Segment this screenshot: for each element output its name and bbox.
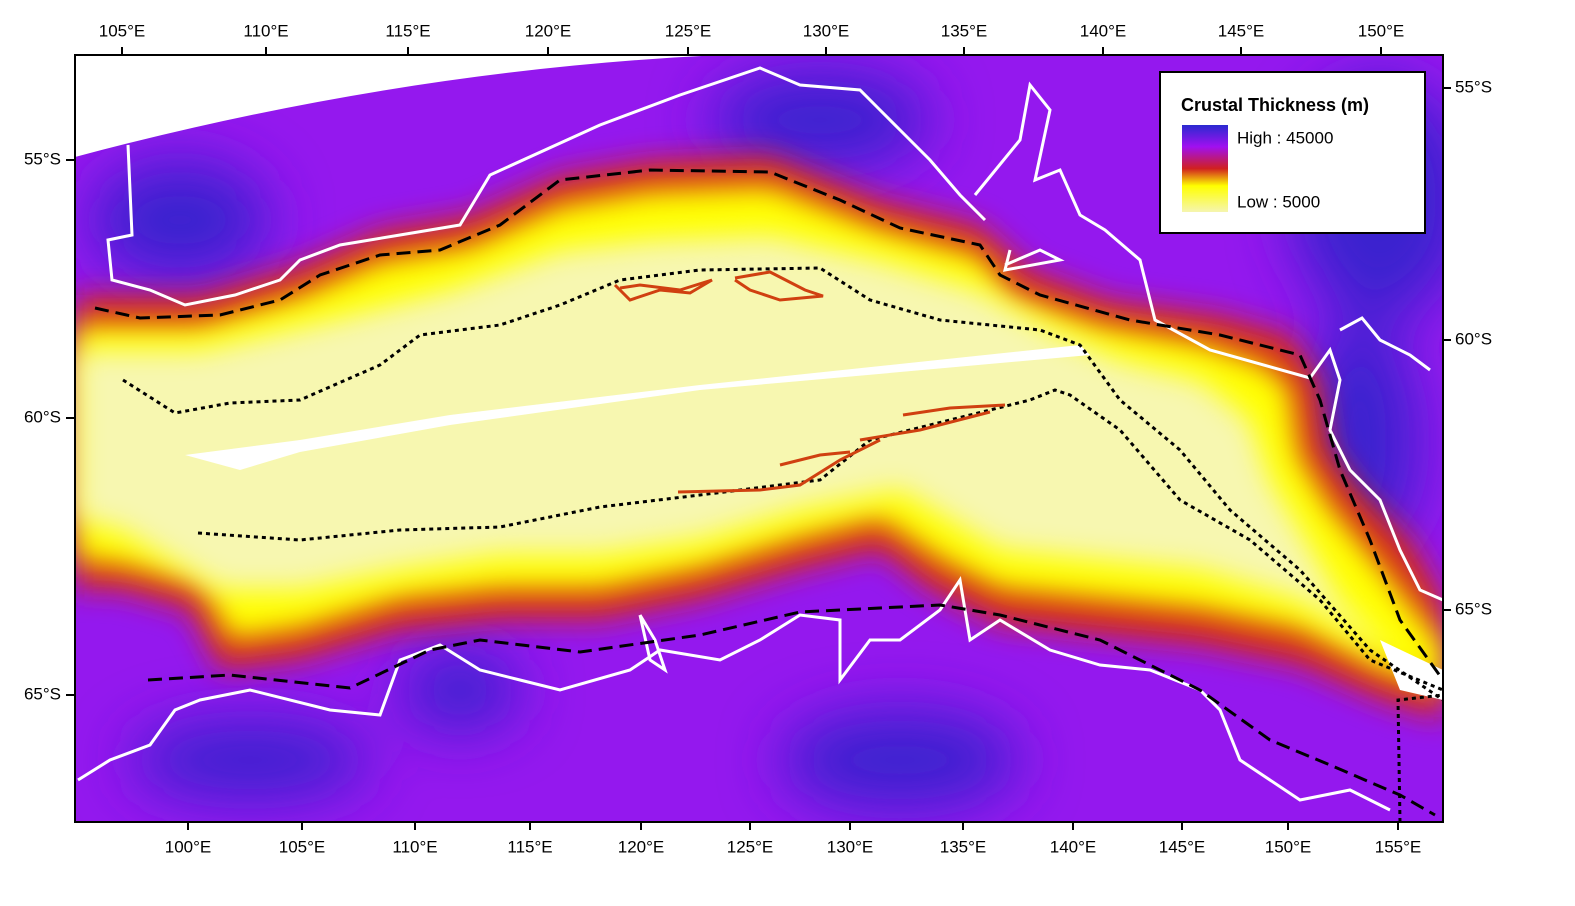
legend-high: High : 45000 <box>1237 128 1333 147</box>
top-label: 140°E <box>1080 21 1127 40</box>
graticule-ticks: 105°E 110°E 115°E 120°E 125°E 130°E 135°E 140°E… <box>24 21 1492 856</box>
top-label: 110°E <box>243 21 288 40</box>
top-label: 125°E <box>665 21 712 40</box>
top-label: 130°E <box>803 21 850 40</box>
bottom-label: 115°E <box>507 837 552 856</box>
bottom-label: 125°E <box>727 837 774 856</box>
coastlines <box>77 66 1443 812</box>
top-label: 115°E <box>385 21 430 40</box>
bottom-label: 145°E <box>1159 837 1206 856</box>
bottom-label: 105°E <box>279 837 326 856</box>
top-label: 120°E <box>525 21 572 40</box>
legend-title: Crustal Thickness (m) <box>1181 95 1369 115</box>
left-label: 60°S <box>24 407 61 426</box>
bottom-label: 140°E <box>1050 837 1097 856</box>
right-label: 65°S <box>1455 599 1492 618</box>
bottom-label: 130°E <box>827 837 874 856</box>
bottom-label: 100°E <box>165 837 212 856</box>
dotted-boundaries <box>122 266 1443 822</box>
legend-ramp <box>1182 125 1228 212</box>
dashed-boundaries <box>94 168 1443 817</box>
bottom-label: 135°E <box>940 837 987 856</box>
map-frame <box>74 54 1444 823</box>
bottom-label: 150°E <box>1265 837 1312 856</box>
right-label: 55°S <box>1455 77 1492 96</box>
bottom-label: 155°E <box>1375 837 1422 856</box>
legend: Crustal Thickness (m) High : 45000 Low :… <box>1159 71 1426 234</box>
top-label: 135°E <box>941 21 988 40</box>
top-label: 105°E <box>99 21 146 40</box>
bottom-label: 120°E <box>618 837 665 856</box>
left-label: 65°S <box>24 684 61 703</box>
bottom-label: 110°E <box>392 837 437 856</box>
left-label: 55°S <box>24 149 61 168</box>
top-label: 150°E <box>1358 21 1405 40</box>
legend-low: Low : 5000 <box>1237 192 1320 211</box>
right-label: 60°S <box>1455 329 1492 348</box>
rift-segments <box>613 270 1006 494</box>
top-label: 145°E <box>1218 21 1265 40</box>
